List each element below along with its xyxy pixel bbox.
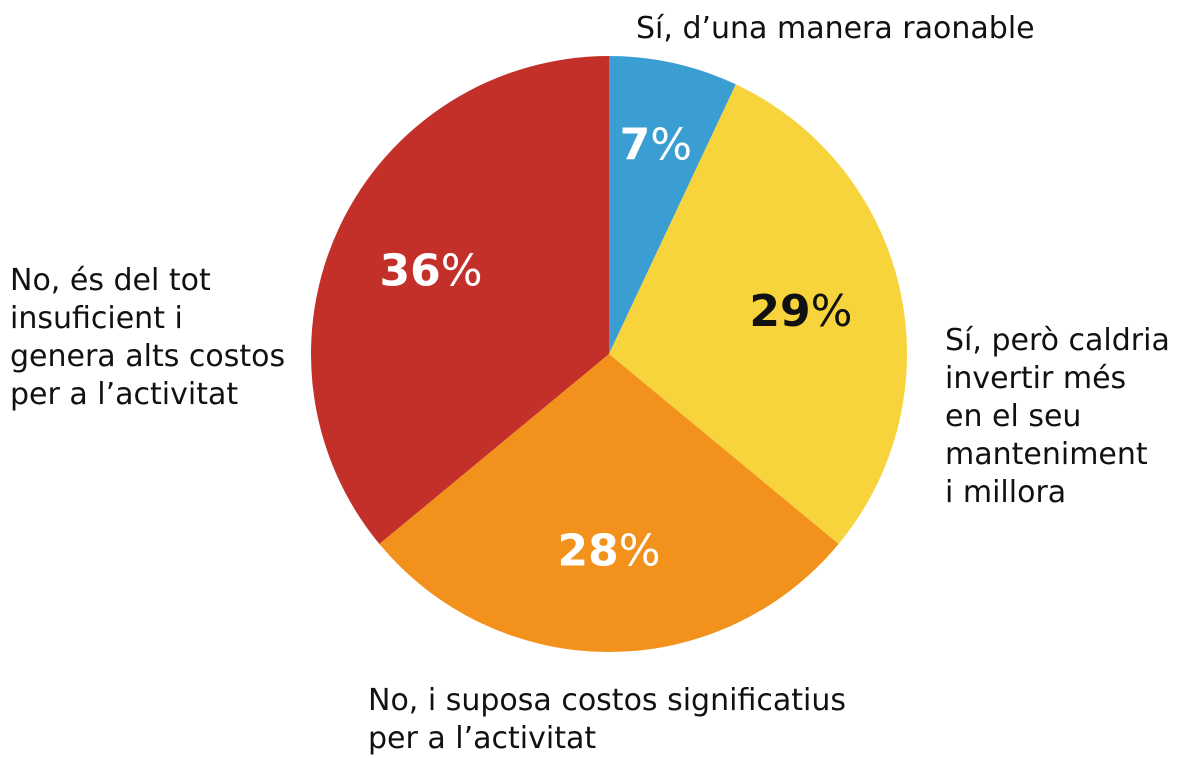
value-label: 7% (620, 120, 692, 171)
category-label: Sí, però caldria invertir més en el seu man… (945, 323, 1170, 510)
value-number: 28 (557, 526, 618, 577)
value-label: 36% (380, 245, 483, 296)
value-number: 36 (380, 245, 441, 296)
pie-slice (379, 354, 839, 652)
value-label: 29% (749, 286, 852, 337)
label-line: Sí, però caldria (945, 323, 1170, 358)
label-line: genera alts costos (10, 339, 285, 374)
value-unit: % (650, 120, 692, 171)
value-unit: % (441, 245, 483, 296)
label-line: invertir més (945, 361, 1126, 396)
pie-slice (609, 84, 907, 544)
category-label: Sí, d’una manera raonable (636, 11, 1035, 46)
label-line: Sí, d’una manera raonable (636, 11, 1035, 46)
value-label: 28% (557, 526, 660, 577)
value-unit: % (619, 526, 661, 577)
value-number: 29 (749, 286, 810, 337)
label-line: No, i suposa costos significatius (368, 683, 846, 718)
pie-slice (311, 56, 609, 544)
value-unit: % (811, 286, 853, 337)
label-line: i millora (945, 475, 1066, 510)
label-line: insuficient i (10, 301, 183, 336)
label-line: per a l’activitat (10, 377, 238, 412)
label-line: manteniment (945, 437, 1148, 472)
label-line: en el seu (945, 399, 1081, 434)
category-label: No, i suposa costos significatius per a l… (368, 683, 846, 756)
value-number: 7 (620, 120, 651, 171)
label-line: per a l’activitat (368, 721, 596, 756)
pie-slice (609, 56, 736, 354)
label-line: No, és del tot (10, 263, 211, 298)
category-label: No, és del tot insuficient i genera alts c… (10, 263, 285, 412)
